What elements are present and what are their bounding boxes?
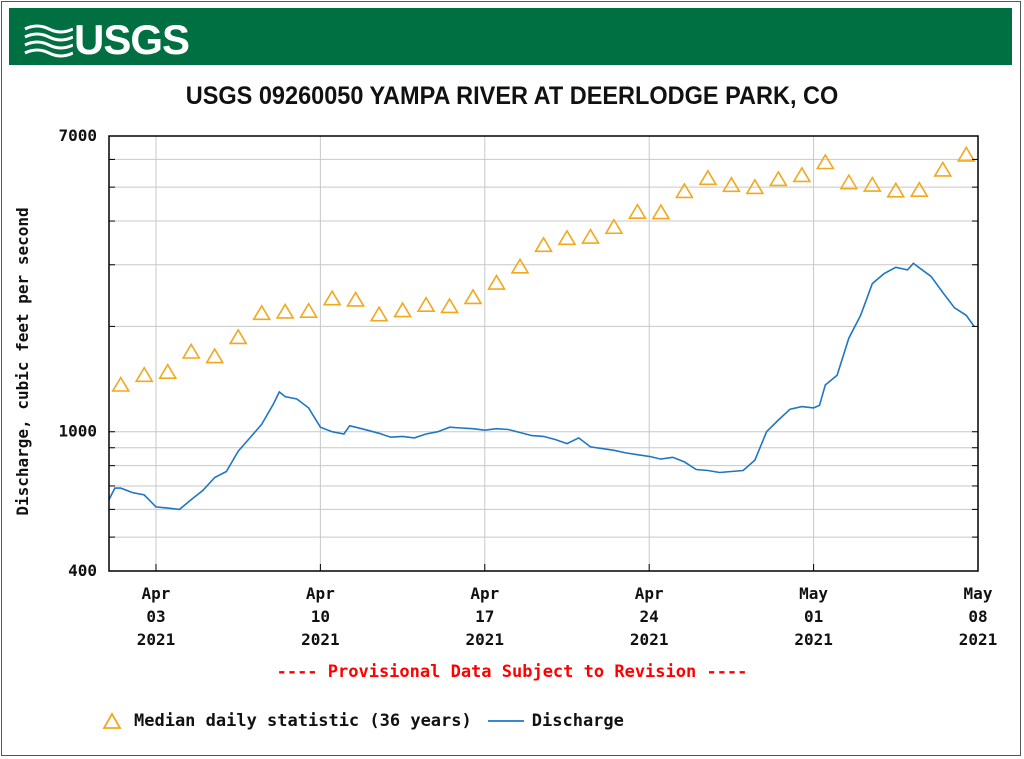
- x-tick-label: Apr: [306, 584, 335, 603]
- x-tick-label: 2021: [301, 630, 340, 649]
- usgs-logo-text: USGS: [74, 16, 190, 63]
- x-tick-label: 2021: [137, 630, 176, 649]
- grid-lines: [109, 136, 979, 571]
- x-tick-label: Apr: [635, 584, 664, 603]
- median-point-marker: [205, 347, 225, 364]
- median-point-marker: [393, 301, 412, 318]
- median-point-marker: [487, 273, 506, 290]
- median-point-marker: [510, 257, 530, 274]
- x-tick-label: 17: [475, 607, 494, 626]
- legend-discharge-label: Discharge: [531, 711, 624, 731]
- median-point-marker: [534, 236, 553, 253]
- x-tick-label: 2021: [794, 630, 833, 649]
- x-tick-label: May: [964, 584, 993, 603]
- median-point-marker: [440, 297, 459, 314]
- y-tick-label: 1000: [58, 422, 97, 441]
- usgs-banner: USGS: [9, 8, 1012, 65]
- median-point-marker: [721, 176, 741, 193]
- provisional-note: ---- Provisional Data Subject to Revisio…: [276, 662, 748, 682]
- y-axis-label: Discharge, cubic feet per second: [13, 207, 32, 515]
- x-tick-label: 10: [311, 607, 330, 626]
- y-tick-label: 7000: [58, 126, 97, 145]
- median-point-marker: [299, 302, 319, 319]
- median-point-marker: [346, 290, 366, 307]
- median-point-marker: [134, 366, 154, 383]
- median-point-marker: [252, 304, 272, 321]
- x-tick-label: 2021: [630, 630, 669, 649]
- median-point-marker: [886, 181, 906, 198]
- x-tick-label: 2021: [959, 630, 998, 649]
- median-point-marker: [675, 182, 694, 199]
- median-point-marker: [181, 342, 201, 359]
- usgs-wave-icon: [24, 24, 73, 58]
- median-point-marker: [557, 229, 577, 246]
- discharge-series-line: [108, 262, 975, 511]
- chart-legend: Median daily statistic (36 years) Discha…: [100, 708, 624, 734]
- median-point-marker: [581, 227, 600, 244]
- usgs-logo[interactable]: USGS: [23, 16, 190, 63]
- median-point-marker: [768, 170, 788, 187]
- median-point-marker: [463, 288, 483, 305]
- median-point-marker: [933, 160, 953, 177]
- median-point-marker: [158, 363, 178, 379]
- plot-area-border: [108, 135, 979, 572]
- x-tick-label: May: [799, 584, 828, 603]
- median-point-marker: [909, 181, 929, 198]
- x-tick-label: Apr: [470, 584, 499, 603]
- median-point-marker: [956, 145, 976, 162]
- axes: 400 1000 7000 Apr 03 2021 Apr 10 2021 Apr 17 2021 Ap…: [58, 126, 997, 649]
- median-point-marker: [369, 305, 389, 322]
- median-point-marker: [698, 169, 718, 186]
- x-tick-label: 24: [640, 607, 659, 626]
- y-tick-label: 400: [68, 561, 97, 580]
- median-point-marker: [111, 375, 131, 392]
- discharge-chart: 400 1000 7000 Apr 03 2021 Apr 10 2021 Apr 17 2021 Ap…: [13, 126, 997, 649]
- median-point-marker: [322, 289, 342, 306]
- median-point-marker: [745, 178, 765, 195]
- median-triangle-icon: [102, 712, 122, 729]
- x-tick-label: Apr: [142, 584, 171, 603]
- median-point-marker: [604, 218, 624, 235]
- median-point-marker: [628, 203, 647, 219]
- x-tick-label: 01: [804, 607, 823, 626]
- median-point-marker: [792, 166, 812, 183]
- median-point-marker: [839, 173, 859, 190]
- median-point-marker: [651, 203, 671, 220]
- x-tick-label: 08: [968, 607, 987, 626]
- x-tick-label: 03: [146, 607, 165, 626]
- median-point-marker: [815, 153, 835, 170]
- median-point-marker: [275, 302, 295, 319]
- series-layer: [108, 145, 976, 511]
- median-point-marker: [228, 328, 248, 345]
- chart-title: USGS 09260050 YAMPA RIVER AT DEERLODGE P…: [185, 82, 839, 110]
- discharge-line-icon: [487, 720, 524, 722]
- median-point-marker: [862, 175, 882, 192]
- x-tick-label: 2021: [466, 630, 505, 649]
- median-point-marker: [416, 296, 436, 312]
- legend-median-label: Median daily statistic (36 years): [134, 711, 472, 731]
